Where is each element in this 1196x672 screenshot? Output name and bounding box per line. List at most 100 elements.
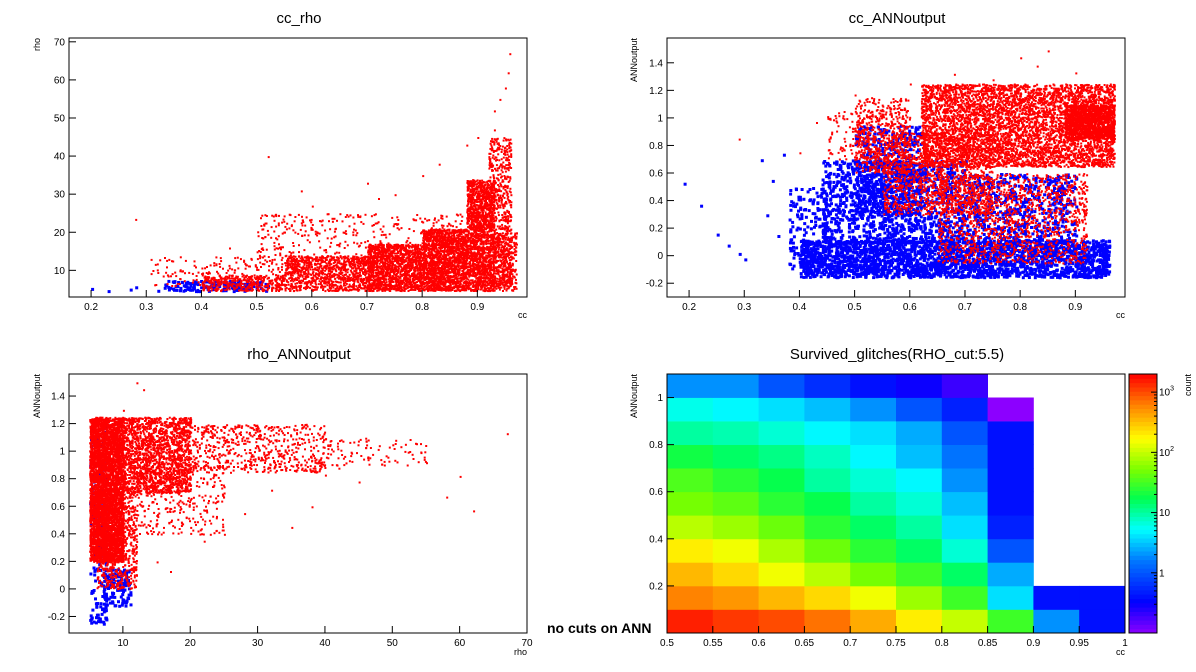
data-point bbox=[281, 282, 283, 284]
data-point bbox=[179, 289, 182, 292]
data-point bbox=[340, 281, 342, 283]
data-point bbox=[229, 282, 231, 284]
data-point bbox=[244, 277, 246, 279]
data-point bbox=[176, 285, 179, 288]
data-point bbox=[304, 273, 306, 275]
data-point bbox=[220, 290, 222, 292]
data-point bbox=[108, 290, 111, 293]
data-point bbox=[216, 285, 218, 287]
data-point bbox=[239, 278, 241, 280]
data-point bbox=[328, 290, 330, 292]
data-point bbox=[304, 256, 306, 258]
data-point bbox=[332, 287, 334, 289]
data-point bbox=[349, 279, 351, 281]
data-point bbox=[316, 266, 318, 268]
data-point bbox=[213, 283, 215, 285]
data-point bbox=[237, 280, 239, 282]
data-point bbox=[324, 290, 326, 292]
data-point bbox=[323, 282, 325, 284]
data-point bbox=[338, 281, 340, 283]
data-point bbox=[315, 272, 317, 274]
data-point bbox=[317, 269, 319, 271]
data-point bbox=[275, 280, 277, 282]
data-point bbox=[342, 274, 344, 276]
data-point bbox=[349, 289, 351, 291]
data-point bbox=[211, 284, 213, 286]
data-point bbox=[285, 265, 287, 267]
data-point bbox=[348, 276, 350, 278]
data-point bbox=[224, 289, 226, 291]
data-point bbox=[338, 272, 340, 274]
chart-canvas: cc_rho 0.2 0.3 0.4 0.5 0.6 0.7 0.8 0.9102030405… bbox=[0, 0, 1196, 672]
data-point bbox=[298, 278, 300, 280]
data-point bbox=[351, 286, 353, 288]
data-point bbox=[334, 278, 336, 280]
data-point bbox=[320, 270, 322, 272]
data-point bbox=[322, 273, 324, 275]
data-point bbox=[277, 277, 279, 279]
data-point bbox=[365, 282, 367, 284]
data-point bbox=[362, 281, 364, 283]
data-point bbox=[335, 290, 337, 292]
data-point bbox=[174, 280, 177, 283]
data-point bbox=[346, 260, 348, 262]
data-point bbox=[173, 289, 176, 292]
data-point bbox=[318, 283, 320, 285]
data-point bbox=[298, 260, 300, 262]
data-point bbox=[240, 284, 242, 286]
data-point bbox=[295, 256, 297, 258]
data-point bbox=[164, 287, 167, 290]
data-point bbox=[295, 287, 297, 289]
data-point bbox=[296, 289, 298, 291]
data-point bbox=[240, 282, 242, 284]
data-point bbox=[135, 286, 138, 289]
data-point bbox=[316, 278, 318, 280]
data-point bbox=[300, 258, 302, 260]
data-point bbox=[363, 264, 365, 266]
data-point bbox=[299, 287, 301, 289]
data-point bbox=[309, 268, 311, 270]
data-point bbox=[314, 275, 316, 277]
data-point bbox=[330, 287, 332, 289]
data-point bbox=[321, 267, 323, 269]
data-point bbox=[187, 288, 190, 291]
data-point bbox=[293, 286, 295, 288]
data-point bbox=[258, 286, 260, 288]
data-point bbox=[322, 261, 324, 263]
data-point bbox=[362, 272, 364, 274]
data-point bbox=[208, 286, 210, 288]
data-point bbox=[250, 276, 252, 278]
data-point bbox=[285, 288, 287, 290]
data-point bbox=[364, 271, 366, 273]
data-point bbox=[262, 288, 264, 290]
data-point bbox=[345, 285, 347, 287]
data-point bbox=[267, 283, 269, 285]
data-point bbox=[315, 284, 317, 286]
data-point bbox=[317, 263, 319, 265]
data-point bbox=[193, 288, 196, 291]
data-point bbox=[311, 281, 313, 283]
data-point bbox=[290, 290, 292, 292]
data-point bbox=[322, 288, 324, 290]
data-point bbox=[246, 288, 248, 290]
data-point bbox=[247, 286, 249, 288]
data-point bbox=[214, 277, 216, 279]
data-point bbox=[252, 289, 254, 291]
data-point bbox=[226, 276, 228, 278]
data-point bbox=[359, 284, 361, 286]
data-point bbox=[288, 284, 290, 286]
data-point bbox=[337, 275, 339, 277]
data-point bbox=[242, 283, 244, 285]
data-point bbox=[313, 286, 315, 288]
data-point bbox=[217, 280, 219, 282]
data-point bbox=[320, 282, 322, 284]
data-point bbox=[325, 279, 327, 281]
data-point bbox=[226, 288, 228, 290]
data-point bbox=[167, 280, 170, 283]
data-point bbox=[229, 275, 231, 277]
data-point bbox=[272, 287, 274, 289]
data-point bbox=[176, 289, 179, 292]
data-point bbox=[337, 257, 339, 259]
data-point bbox=[336, 259, 338, 261]
data-point bbox=[344, 288, 346, 290]
